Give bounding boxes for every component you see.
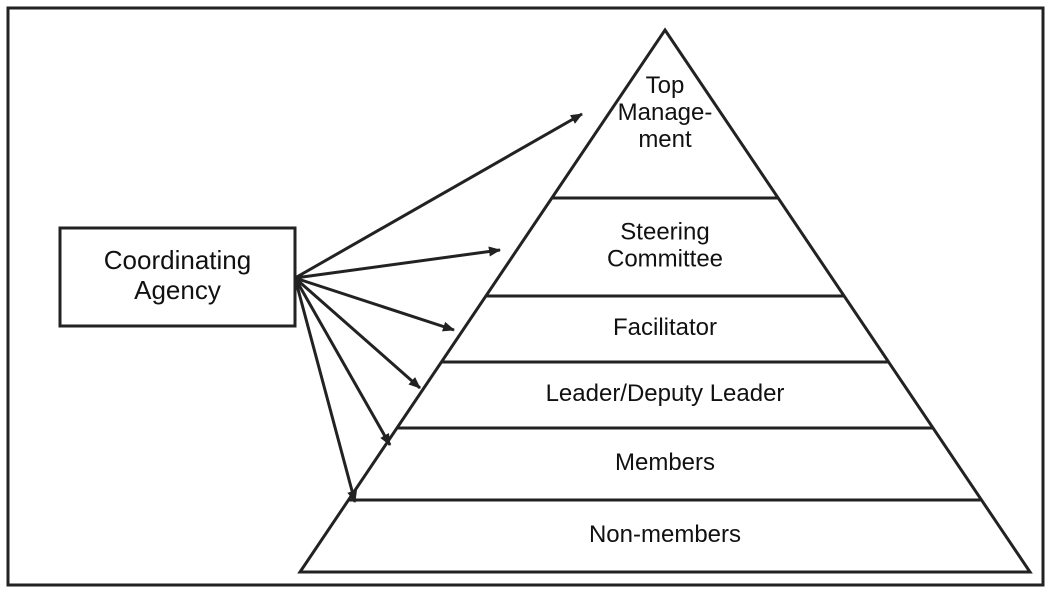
pyramid-level-label: Facilitator bbox=[613, 314, 717, 341]
org-pyramid-diagram: TopManage-mentSteeringCommitteeFacilitat… bbox=[0, 0, 1051, 593]
pyramid-level-label: Members bbox=[615, 449, 715, 476]
pyramid-level-label: SteeringCommittee bbox=[607, 219, 723, 273]
pyramid-level-label: Non-members bbox=[589, 521, 741, 548]
pyramid-level-label: Leader/Deputy Leader bbox=[546, 380, 785, 407]
